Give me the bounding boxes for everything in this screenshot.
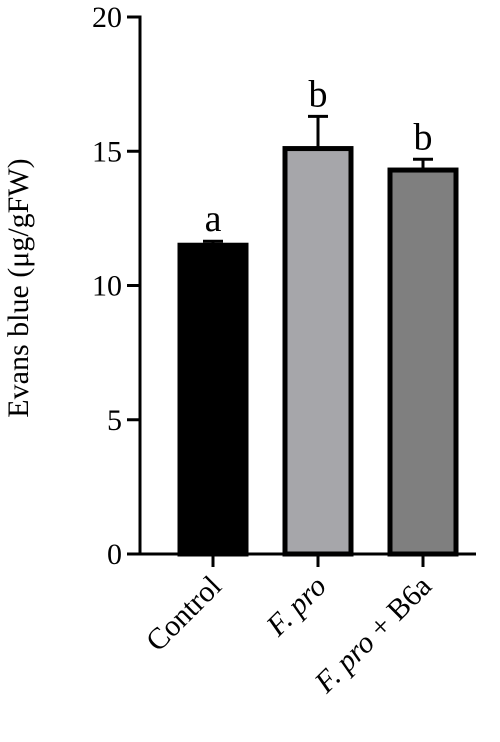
bar: [387, 167, 459, 557]
y-tick-label: 5: [107, 404, 122, 437]
significance-label: b: [414, 116, 433, 158]
bar: [177, 242, 249, 557]
bar: [282, 146, 354, 557]
x-tick-label: F. pro: [259, 570, 333, 644]
x-tick-label: Control: [140, 570, 228, 658]
y-tick-label: 10: [92, 270, 122, 303]
y-axis: 0 5 10 15 20: [92, 1, 142, 571]
y-axis-label: Evans blue (μg/gFW): [2, 158, 35, 417]
significance-label: b: [309, 73, 328, 115]
significance-label: a: [205, 198, 222, 240]
y-tick-label: 20: [92, 1, 122, 34]
bars: a b b: [177, 73, 459, 557]
y-tick-label: 0: [107, 538, 122, 571]
y-tick-label: 15: [92, 135, 122, 168]
